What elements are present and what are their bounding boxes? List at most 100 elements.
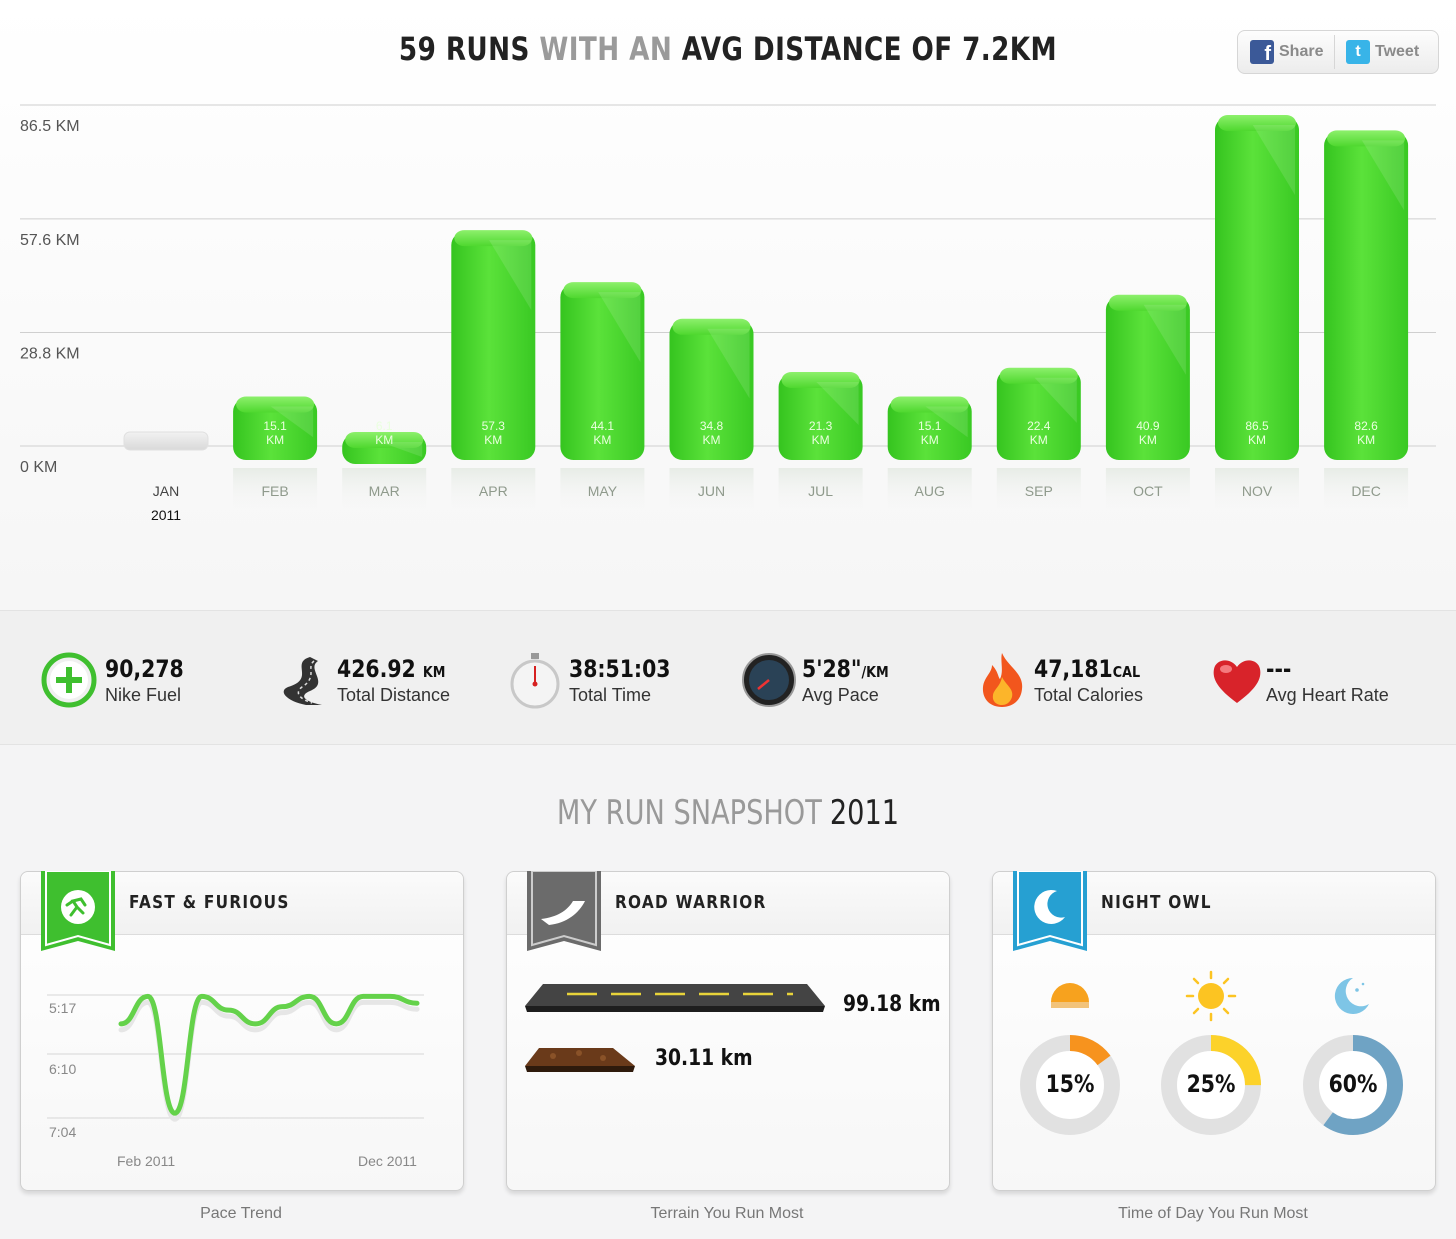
stat-value: 90,278 <box>105 655 184 683</box>
bar-value-label: 15.1 <box>263 419 287 433</box>
stat-label: Nike Fuel <box>105 685 182 705</box>
bar-value-label: 34.8 <box>700 419 724 433</box>
bar-reflection <box>778 468 863 512</box>
bar-shine <box>1143 304 1186 375</box>
nike-fuel-icon <box>41 652 97 708</box>
bar-value-label: 44.1 <box>591 419 615 433</box>
bar-unit-label: KM <box>703 433 721 447</box>
donut-arc <box>1020 1035 1120 1135</box>
pace-trend-chart <box>47 993 424 1122</box>
bar-reflection <box>669 468 754 512</box>
bar-value-label: 86.5 <box>1245 419 1269 433</box>
x-tick-label: AUG <box>915 483 945 499</box>
bar-may[interactable] <box>560 284 645 460</box>
bar-dec[interactable] <box>1324 132 1409 460</box>
sunrise-icon <box>1051 983 1089 1008</box>
pace-trend-caption: Pace Trend <box>200 1205 282 1222</box>
bar-reflection <box>233 468 318 512</box>
night-percent: 60% <box>1328 1070 1378 1098</box>
stat-label: Total Calories <box>1034 685 1144 705</box>
pace-x-start: Feb 2011 <box>117 1153 176 1169</box>
year-label: 2011 <box>151 507 181 523</box>
stat-label: Avg Pace <box>802 685 879 705</box>
bar-shine <box>489 240 532 311</box>
bar-shine <box>598 292 641 363</box>
bar-apr[interactable] <box>451 232 536 460</box>
stopwatch-icon <box>510 653 560 709</box>
heart-icon <box>1213 660 1261 703</box>
bar-unit-label: KM <box>593 433 611 447</box>
snapshot-title-text: MY RUN SNAPSHOT <box>556 793 822 833</box>
trail-terrain-icon <box>525 1048 635 1072</box>
card-fast-furious[interactable]: FAST & FURIOUS 5:17 6:10 7:04 Feb 2011 D… <box>20 871 464 1191</box>
stat-label: Total Time <box>569 685 652 705</box>
time-of-day-donuts <box>1020 1035 1403 1135</box>
stat-unit: CAL <box>1112 663 1141 681</box>
facebook-share-button[interactable]: f Share <box>1250 31 1323 73</box>
x-tick-label: SEP <box>1025 483 1053 499</box>
bar-jul[interactable] <box>778 374 863 460</box>
bar-shine <box>925 406 968 438</box>
snapshot-year: 2011 <box>829 793 900 833</box>
distance-panel: 59 RUNS WITH AN AVG DISTANCE OF 7.2KM f … <box>0 0 1456 610</box>
pace-y-label: 5:17 <box>49 1000 77 1016</box>
bar-unit-label: KM <box>1248 433 1266 447</box>
flame-icon <box>982 653 1023 707</box>
bar-cap <box>1218 115 1296 131</box>
road-icon <box>283 657 322 705</box>
bar-unit-label: KM <box>812 433 830 447</box>
stat-value: 38:51:03 <box>569 655 671 683</box>
headline-runs: 59 RUNS <box>398 30 530 68</box>
bar-jan[interactable] <box>123 431 209 451</box>
bar-sep[interactable] <box>996 369 1081 460</box>
bar-shine <box>1034 377 1077 423</box>
bar-value-label: 21.3 <box>809 419 833 433</box>
bar-value-label: 57.3 <box>482 419 506 433</box>
pace-trend-line <box>118 993 420 1116</box>
snapshot-title: MY RUN SNAPSHOT 2011 <box>146 793 1311 833</box>
bar-value-label: 82.6 <box>1354 419 1378 433</box>
bar-shine <box>270 406 314 438</box>
bar-unit-label: KM <box>1139 433 1157 447</box>
bar-reflection <box>1324 468 1409 512</box>
bar-cap <box>1108 294 1187 311</box>
bar-value-label: 40.9 <box>1136 419 1160 433</box>
bar-reflection <box>560 468 645 512</box>
x-tick-label: OCT <box>1133 483 1163 499</box>
card-night-owl[interactable]: NIGHT OWL 15% 25% 60% <box>992 871 1436 1191</box>
bar-cap <box>1327 130 1406 147</box>
speedometer-icon <box>742 653 796 707</box>
bar-oct[interactable] <box>1105 296 1190 460</box>
stat-value: --- <box>1266 655 1292 683</box>
moon-icon <box>1334 977 1369 1014</box>
bar-nov[interactable] <box>1215 117 1299 460</box>
facebook-icon: f <box>1250 40 1274 65</box>
bar-unit-label: KM <box>375 433 393 447</box>
bar-cap <box>454 230 533 247</box>
bar-cap <box>563 282 642 299</box>
twitter-icon: t <box>1346 40 1370 64</box>
share-label: Share <box>1279 43 1324 60</box>
bar-reflection <box>342 468 427 512</box>
bar-shine <box>1252 125 1295 195</box>
card-title: FAST & FURIOUS <box>129 892 290 913</box>
bar-unit-label: KM <box>921 433 939 447</box>
donut-arc <box>1303 1035 1403 1135</box>
card-title: ROAD WARRIOR <box>615 892 767 913</box>
bar-reflection <box>996 468 1081 512</box>
pace-y-label: 7:04 <box>49 1124 77 1140</box>
pace-y-label: 6:10 <box>49 1061 77 1077</box>
bar-jun[interactable] <box>669 320 754 460</box>
sunrise-percent: 15% <box>1045 1070 1095 1098</box>
night-owl-ribbon <box>1013 871 1087 951</box>
tweet-button[interactable]: t Tweet <box>1346 31 1419 73</box>
bar-aug[interactable] <box>887 398 972 460</box>
stat-value: 426.92 <box>337 655 416 683</box>
headline-connector: WITH AN <box>539 30 673 68</box>
x-tick-label: FEB <box>261 483 288 499</box>
road-terrain-icon <box>525 984 825 1012</box>
share-box: f Share t Tweet <box>1237 30 1439 74</box>
card-road-warrior[interactable]: ROAD WARRIOR 99.18 km 30.11 km <box>506 871 950 1191</box>
bar-feb[interactable] <box>233 398 318 460</box>
bar-value-label: 22.4 <box>1027 419 1051 433</box>
